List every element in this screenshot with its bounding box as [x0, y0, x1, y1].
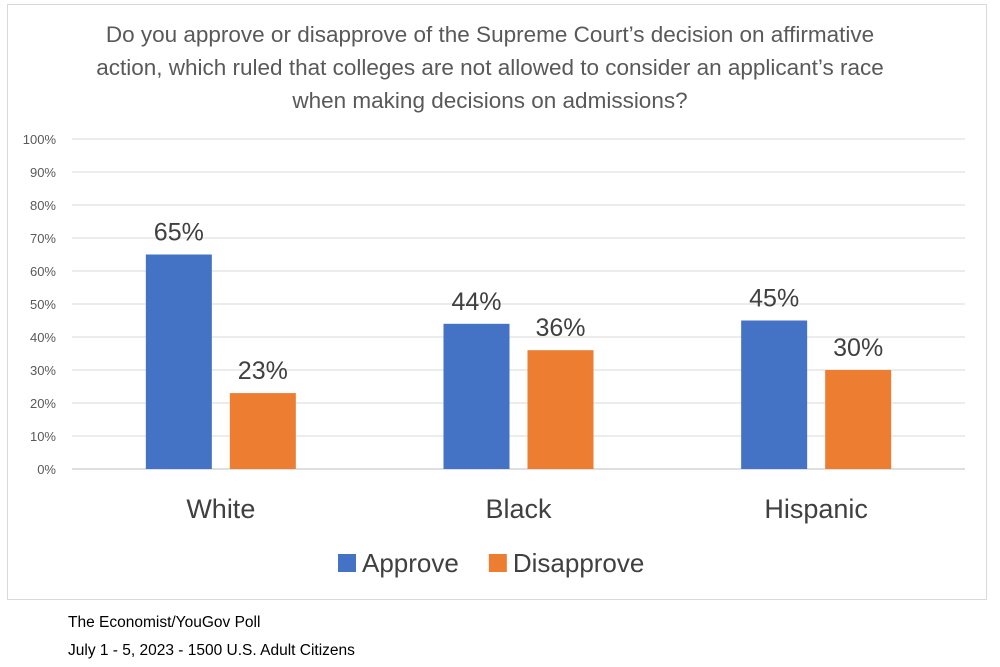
data-label: 45% — [749, 285, 799, 313]
data-label: 23% — [238, 357, 288, 385]
data-label: 36% — [535, 314, 585, 342]
source-details: July 1 - 5, 2023 - 1500 U.S. Adult Citiz… — [68, 642, 355, 659]
data-label: 30% — [833, 334, 883, 362]
y-tick-label: 90% — [30, 165, 56, 180]
bar-approve — [145, 254, 212, 469]
category-label: White — [186, 494, 255, 524]
y-tick-label: 80% — [30, 198, 56, 213]
chart-title: Do you approve or disapprove of the Supr… — [96, 22, 884, 113]
bar-disapprove — [825, 370, 892, 469]
legend-label-approve: Approve — [362, 548, 459, 578]
data-label: 65% — [154, 219, 204, 247]
y-tick-label: 50% — [30, 297, 56, 312]
y-tick-label: 30% — [30, 363, 56, 378]
y-tick-label: 60% — [30, 264, 56, 279]
category-label: Hispanic — [764, 494, 868, 524]
bar-disapprove — [527, 350, 594, 469]
legend-swatch-approve — [338, 554, 356, 572]
legend-label-disapprove: Disapprove — [513, 548, 645, 578]
category-label: Black — [485, 494, 552, 524]
y-tick-label: 70% — [30, 231, 56, 246]
y-tick-label: 10% — [30, 429, 56, 444]
y-tick-label: 20% — [30, 396, 56, 411]
legend-swatch-disapprove — [488, 554, 507, 572]
bar-approve — [443, 323, 510, 469]
bar-approve — [741, 320, 808, 469]
y-tick-label: 40% — [30, 330, 56, 345]
y-tick-label: 100% — [23, 132, 57, 147]
bar-disapprove — [229, 393, 296, 469]
y-tick-label: 0% — [37, 462, 56, 477]
data-label: 44% — [451, 288, 501, 316]
source-name: The Economist/YouGov Poll — [68, 614, 261, 631]
